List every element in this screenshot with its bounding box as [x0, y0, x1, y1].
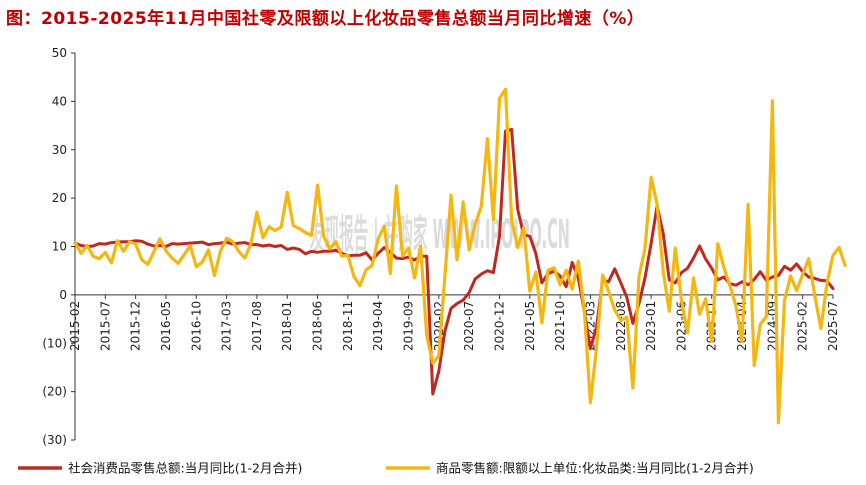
y-tick-label: 0 [59, 288, 67, 302]
x-tick-label: 2019-04 [371, 301, 385, 351]
x-tick-label: 2021-10 [553, 301, 567, 351]
x-tick-label: 2015-07 [98, 301, 112, 351]
series-line-cosmetics [73, 87, 847, 425]
x-tick-label: 2018-01 [280, 301, 294, 351]
x-tick-label: 2017-03 [220, 301, 234, 351]
x-axis: 2015-02 2015-07 2015-12 2016-05 2016-10 2017-… [68, 294, 840, 351]
y-tick-label: (10) [42, 336, 67, 350]
x-tick-label: 2015-02 [68, 301, 82, 351]
y-tick-label: 30 [52, 143, 67, 157]
legend-label: 商品零售额:限额以上单位:化妆品类:当月同比(1-2月合并) [436, 461, 754, 476]
x-tick-label: 2020-07 [462, 301, 476, 351]
y-tick-label: 10 [52, 240, 67, 254]
x-tick-label: 2016-05 [159, 301, 173, 351]
x-tick-label: 2020-12 [492, 301, 506, 351]
y-tick-label: (20) [42, 385, 67, 399]
y-tick-label: 40 [52, 94, 67, 108]
x-tick-label: 2018-11 [341, 301, 355, 351]
x-tick-label: 2025-07 [826, 301, 840, 351]
y-axis: 50 40 30 20 10 0 (10) (20) (30) [42, 46, 76, 447]
legend-label: 社会消费品零售总额:当月同比(1-2月合并) [68, 461, 302, 476]
series-line-retail-sales [73, 127, 835, 396]
x-tick-label: 2023-01 [644, 301, 658, 351]
y-tick-label: 20 [52, 191, 67, 205]
x-tick-label: 2025-02 [796, 301, 810, 351]
x-tick-label: 2017-08 [250, 301, 264, 351]
legend: 社会消费品零售总额:当月同比(1-2月合并) 商品零售额:限额以上单位:化妆品类:… [18, 461, 754, 476]
x-tick-label: 2018-06 [311, 301, 325, 351]
x-tick-label: 2021-05 [523, 301, 537, 351]
x-tick-label: 2016-10 [189, 301, 203, 351]
x-tick-label: 2019-09 [402, 301, 416, 351]
x-tick-label: 2015-12 [129, 301, 143, 351]
chart-title: 图：2015-2025年11月中国社零及限额以上化妆品零售总额当月同比增速（%） [6, 9, 645, 29]
plot-lines [73, 87, 847, 425]
y-tick-label: 50 [52, 46, 67, 60]
y-tick-label: (30) [42, 433, 67, 447]
